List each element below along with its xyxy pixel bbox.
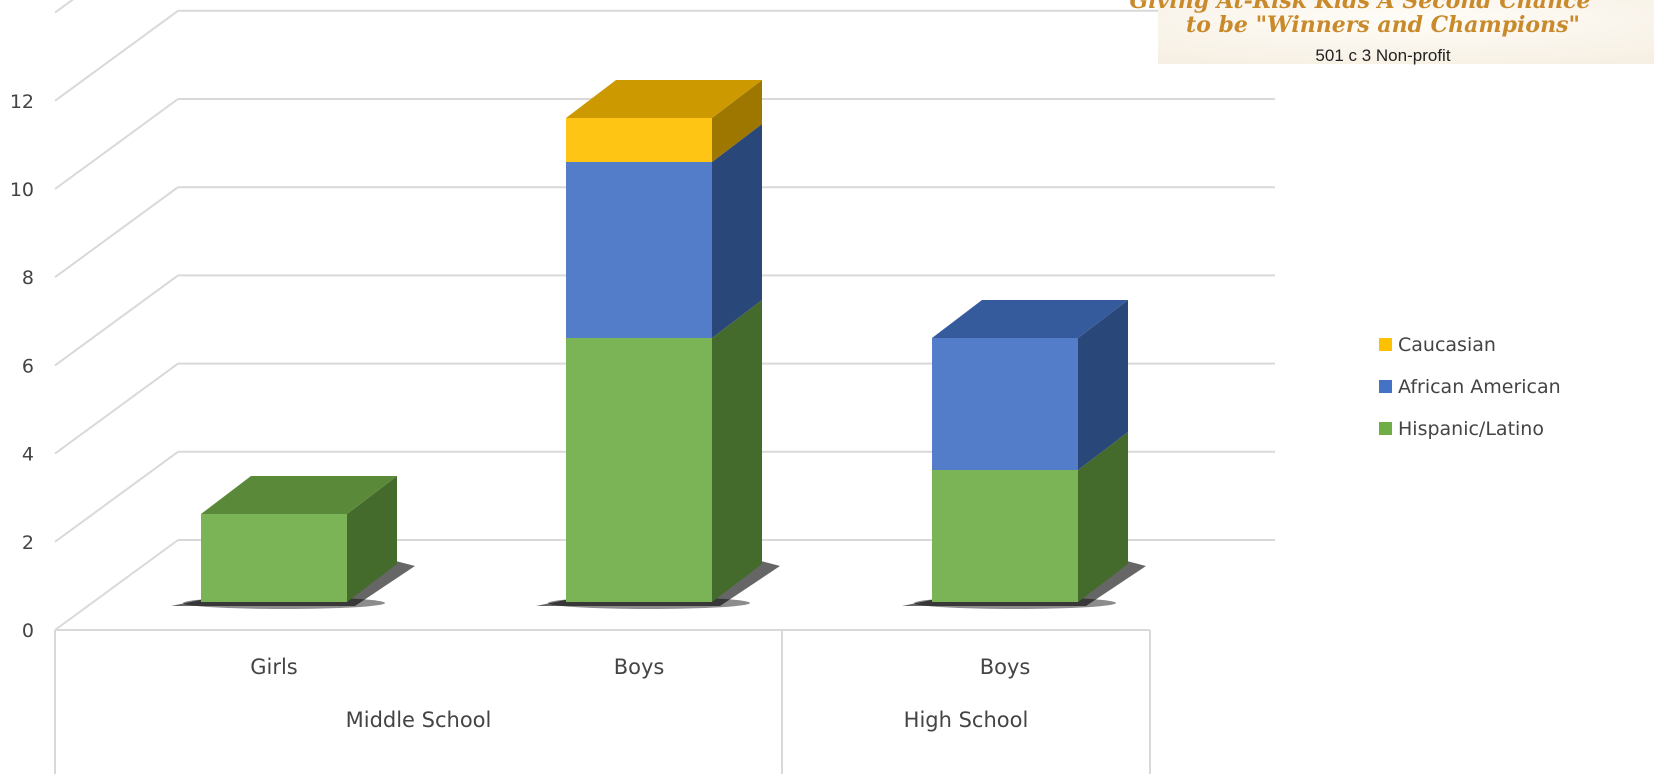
bar-side-african-american xyxy=(1078,300,1128,470)
bar-front-african-american xyxy=(566,162,712,338)
legend: Caucasian African American Hispanic/Latino xyxy=(1379,334,1561,440)
logo-line-3: 501 c 3 Non-profit xyxy=(1315,46,1450,65)
bar-side-hispanic-latino xyxy=(347,476,397,602)
x-group-label: Middle School xyxy=(346,708,492,732)
x-category-label: Boys xyxy=(980,655,1031,679)
bar-side-hispanic-latino xyxy=(712,300,762,602)
bar-top-hispanic-latino xyxy=(201,476,397,514)
gridline-left-wall xyxy=(54,274,179,367)
gridline-left-wall xyxy=(54,186,179,279)
bars xyxy=(201,80,1128,602)
x-group-label: High School xyxy=(904,708,1029,732)
x-category-label: Boys xyxy=(614,655,665,679)
legend-swatch xyxy=(1379,380,1392,393)
bar-front-hispanic-latino xyxy=(932,470,1078,602)
logo-background xyxy=(1158,0,1654,64)
bar-top-caucasian xyxy=(566,80,762,118)
gridline-left-wall xyxy=(54,0,74,14)
bar-front-african-american xyxy=(932,338,1078,470)
y-tick-label: 12 xyxy=(10,91,34,113)
legend-swatch xyxy=(1379,422,1392,435)
gridline-left-wall xyxy=(54,98,179,190)
gridline-left-wall xyxy=(54,450,179,543)
bar-front-caucasian xyxy=(566,118,712,162)
gridline-left-wall xyxy=(54,539,179,631)
axes xyxy=(54,629,1151,774)
gridline-left-wall xyxy=(54,9,179,102)
legend-swatch xyxy=(1379,338,1392,351)
logo-line-1: Giving At-Risk Kids A Second Chance xyxy=(1129,0,1590,14)
gridline-left-wall xyxy=(54,362,179,455)
logo: Giving At-Risk Kids A Second Chance to b… xyxy=(1129,0,1654,65)
y-tick-label: 8 xyxy=(22,267,34,289)
legend-label: Hispanic/Latino xyxy=(1398,418,1544,440)
bar-front-hispanic-latino xyxy=(201,514,347,602)
bar-side-hispanic-latino xyxy=(1078,432,1128,602)
bar-side-caucasian xyxy=(712,80,762,162)
legend-label: Caucasian xyxy=(1398,334,1496,356)
bar-front-hispanic-latino xyxy=(566,338,712,602)
y-tick-label: 6 xyxy=(22,355,34,377)
labels: 0 2 4 6 8 10 12 Girls Boys Boys Middle School High … xyxy=(10,91,1031,732)
y-tick-label: 0 xyxy=(22,620,34,642)
y-tick-label: 4 xyxy=(22,444,34,466)
x-category-label: Girls xyxy=(250,655,298,679)
bar-side-african-american xyxy=(712,124,762,338)
logo-line-2: to be "Winners and Champions" xyxy=(1186,12,1580,38)
bar-top-african-american xyxy=(932,300,1128,338)
y-tick-label: 2 xyxy=(22,532,34,554)
y-tick-label: 10 xyxy=(10,179,34,201)
legend-label: African American xyxy=(1398,376,1561,398)
